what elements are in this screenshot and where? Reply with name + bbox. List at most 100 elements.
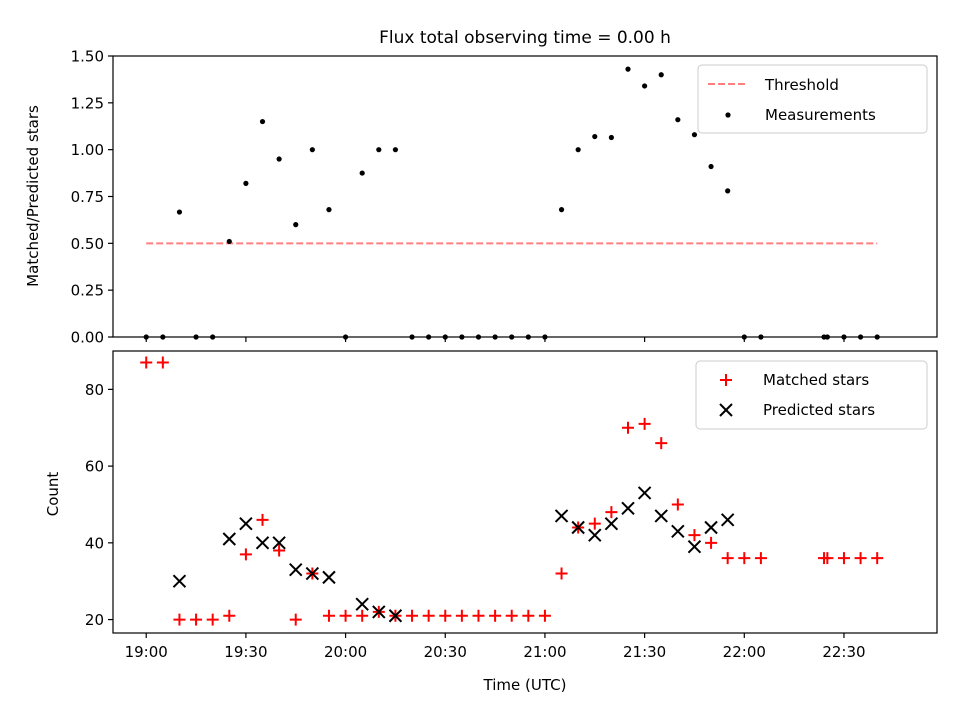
measurement-point xyxy=(276,156,282,162)
predicted-star-point xyxy=(604,516,619,531)
predicted-star-point xyxy=(720,513,735,527)
bottom-axes: 20 40 60 80 19:00 19:30 20:00 20:30 21:00 21:30 22… xyxy=(85,350,938,661)
bottom-y-tick-label: 20 xyxy=(85,611,104,629)
matched-star-point xyxy=(605,506,618,519)
predicted-star-point xyxy=(289,562,303,577)
measurement-point xyxy=(226,238,232,245)
x-tick-label: 22:00 xyxy=(723,643,766,661)
matched-star-point xyxy=(223,609,236,622)
bottom-legend: Matched stars Predicted stars xyxy=(695,360,928,430)
predicted-star-point xyxy=(355,597,369,611)
predicted-legend-label: Predicted stars xyxy=(763,401,875,419)
predicted-star-point xyxy=(588,528,602,542)
measurement-point xyxy=(575,147,581,153)
measurement-point xyxy=(691,132,698,138)
bottom-y-axis-label: Count xyxy=(44,472,62,517)
x-tick-label: 22:30 xyxy=(822,643,865,661)
predicted-star-point xyxy=(687,539,702,554)
measurement-point xyxy=(293,222,299,228)
matched-star-point xyxy=(705,536,718,549)
threshold-legend-label: Threshold xyxy=(764,76,839,94)
bottom-plot-area xyxy=(140,356,884,626)
top-legend-box xyxy=(697,64,928,134)
x-tick-label: 19:00 xyxy=(125,643,168,661)
matched-star-point xyxy=(721,552,734,565)
top-y-axis-label: Matched/Predicted stars xyxy=(24,105,42,287)
measurement-point xyxy=(675,117,681,123)
x-tick-label: 19:30 xyxy=(224,643,267,661)
top-legend: Threshold Measurements xyxy=(697,64,928,134)
matched-star-point xyxy=(622,421,634,434)
x-tick-label: 21:30 xyxy=(623,643,666,661)
predicted-star-point xyxy=(222,532,236,546)
predicted-legend-swatch xyxy=(719,403,733,417)
matched-legend-label: Matched stars xyxy=(763,371,869,389)
measurement-point xyxy=(259,118,266,125)
predicted-star-point xyxy=(272,536,286,550)
x-axis-label: Time (UTC) xyxy=(483,676,567,694)
matched-star-point xyxy=(638,417,651,430)
matched-star-point xyxy=(273,544,286,557)
predicted-star-point xyxy=(554,509,569,523)
matched-star-point xyxy=(837,552,850,565)
matched-star-point xyxy=(406,609,419,622)
top-y-tick-label: 1.00 xyxy=(71,141,104,159)
predicted-star-point xyxy=(305,566,320,581)
measurement-point xyxy=(243,180,249,186)
matched-star-point xyxy=(754,552,767,565)
x-tick-label: 20:30 xyxy=(424,643,467,661)
top-y-tick-label: 0.25 xyxy=(71,282,104,300)
measurement-point xyxy=(608,134,614,141)
matched-star-point xyxy=(538,609,551,622)
matched-star-point xyxy=(339,609,352,622)
measurement-point xyxy=(359,170,365,176)
chart-title: Flux total observing time = 0.00 h xyxy=(379,28,671,48)
matched-star-point xyxy=(289,613,302,626)
matched-star-point xyxy=(140,356,153,369)
predicted-star-point xyxy=(255,536,270,550)
predicted-star-point xyxy=(621,501,635,516)
matched-star-point xyxy=(489,609,502,622)
matched-star-point xyxy=(239,548,252,561)
top-y-tick-label: 0.50 xyxy=(71,235,104,253)
predicted-star-point xyxy=(372,605,386,619)
x-tick-label: 21:00 xyxy=(523,643,566,661)
predicted-star-point xyxy=(637,486,652,500)
matched-star-point xyxy=(322,609,335,622)
top-y-tick-label: 0.00 xyxy=(71,329,104,347)
bottom-panel: Count Time (UTC) 20 40 60 80 19:00 19:30 20:00… xyxy=(44,350,938,694)
matched-star-point xyxy=(871,552,884,565)
top-axes: 0.00 0.25 0.50 0.75 1.00 1.25 1.50 xyxy=(71,48,938,347)
measurement-point xyxy=(725,188,731,194)
predicted-star-point xyxy=(239,516,253,531)
bottom-axes-frame xyxy=(112,350,938,634)
measurement-point xyxy=(326,207,332,213)
measurements-legend-label: Measurements xyxy=(765,106,876,124)
matched-star-point xyxy=(206,613,219,626)
predicted-star-point xyxy=(571,520,585,535)
matched-star-point xyxy=(156,356,169,369)
matched-star-point xyxy=(588,517,601,530)
measurement-point xyxy=(658,72,664,78)
measurement-point xyxy=(642,83,648,89)
measurement-point xyxy=(708,163,714,170)
bottom-y-tick-label: 60 xyxy=(85,458,104,476)
measurement-point xyxy=(176,209,183,215)
measurements-legend-swatch xyxy=(725,112,731,118)
top-y-tick-label: 0.75 xyxy=(71,188,104,206)
bottom-y-tick-label: 40 xyxy=(85,534,104,552)
matched-star-point xyxy=(505,609,518,622)
predicted-star-point xyxy=(671,524,685,539)
top-panel: Flux total observing time = 0.00 h Match… xyxy=(24,28,938,347)
matched-star-point xyxy=(422,609,435,622)
matched-star-point xyxy=(688,529,701,542)
measurement-point xyxy=(392,147,399,153)
measurement-point xyxy=(625,66,631,72)
measurement-point xyxy=(376,147,382,153)
matched-star-point xyxy=(555,567,568,580)
matched-star-point xyxy=(356,609,369,622)
predicted-star-point xyxy=(704,520,718,535)
measurement-point xyxy=(309,147,315,153)
matched-star-point xyxy=(190,613,203,626)
